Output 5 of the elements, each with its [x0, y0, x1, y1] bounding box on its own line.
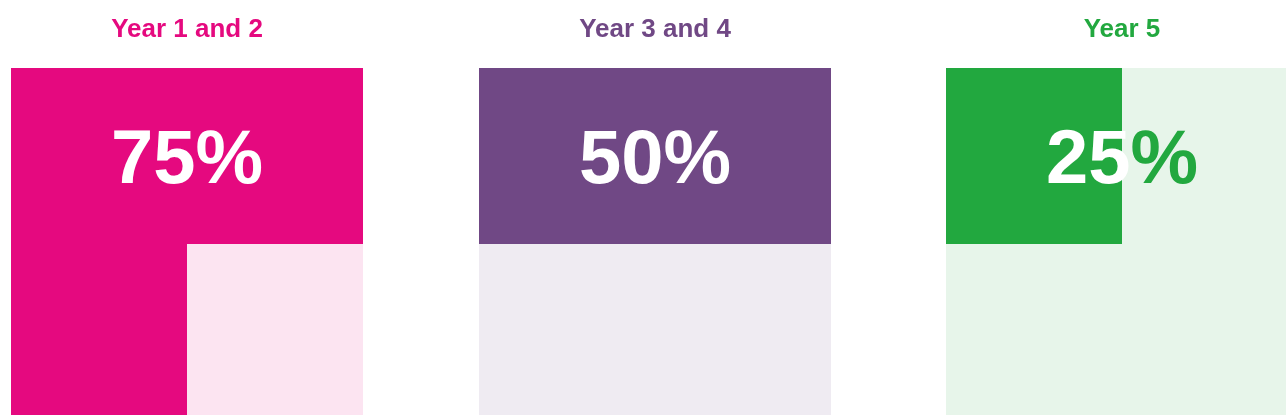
data-label: 50% [578, 114, 732, 199]
data-label: 75% [110, 114, 264, 199]
text: Year 1 and 2 [111, 13, 263, 43]
text: Year 3 and 4 [579, 13, 732, 43]
text: Year 5 [1083, 13, 1161, 43]
